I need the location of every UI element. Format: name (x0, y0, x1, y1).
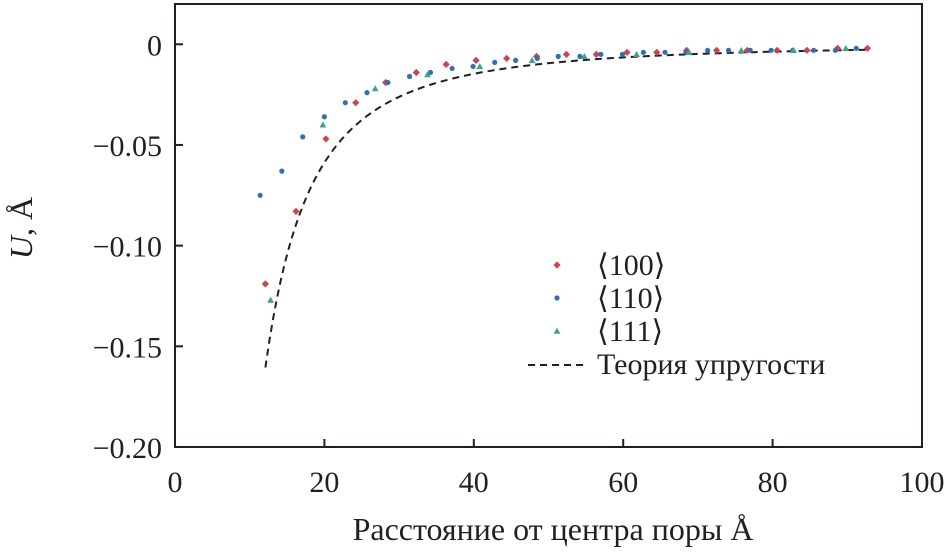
point-series-0 (653, 48, 661, 56)
point-series-1 (832, 47, 838, 53)
point-series-0 (442, 60, 450, 69)
point-series-1 (470, 63, 476, 70)
point-series-2 (842, 44, 850, 52)
point-series-1 (747, 47, 753, 53)
point-series-1 (662, 49, 668, 55)
point-series-1 (279, 168, 285, 174)
point-series-1 (449, 65, 455, 72)
plot-axes (174, 3, 923, 448)
x-tick-label: 20 (309, 466, 339, 499)
point-series-0 (803, 46, 811, 54)
y-tick-label: −0.10 (93, 231, 162, 264)
data-marks (257, 44, 872, 368)
point-series-0 (292, 207, 300, 216)
point-series-1 (492, 59, 498, 65)
point-series-1 (853, 45, 859, 51)
x-tick-label: 0 (168, 466, 183, 499)
point-series-0 (503, 54, 511, 62)
x-tick-label: 80 (758, 466, 788, 499)
point-series-1 (811, 47, 817, 53)
legend-label: ⟨111⟩ (597, 315, 663, 348)
point-series-1 (577, 53, 583, 59)
x-tick-label: 60 (608, 466, 638, 499)
point-series-1 (342, 100, 348, 106)
point-series-1 (768, 47, 774, 53)
axis-titles: Расстояние от центра поры Å U, Å (3, 197, 753, 547)
point-series-2 (476, 63, 484, 70)
point-series-0 (562, 50, 571, 58)
point-series-1 (300, 134, 306, 140)
point-series-0 (712, 46, 721, 54)
point-series-1 (598, 51, 604, 57)
point-series-0 (261, 280, 269, 288)
axis-ticks: 0 20 40 60 80 100 0 −0.05 −0.10 −0.15 −0.20 (93, 29, 945, 499)
point-series-0 (412, 68, 420, 77)
point-series-2 (424, 71, 431, 78)
point-series-0 (773, 46, 781, 54)
point-series-0 (592, 50, 600, 58)
y-tick-label: −0.15 (93, 331, 162, 364)
point-series-0 (472, 56, 480, 64)
y-tick-label: −0.05 (93, 130, 162, 163)
y-tick-label: 0 (147, 29, 162, 62)
x-tick-label: 40 (459, 466, 489, 499)
point-series-1 (725, 47, 732, 53)
point-series-1 (427, 69, 434, 76)
point-series-1 (385, 79, 391, 86)
point-series-0 (833, 44, 842, 52)
point-series-1 (640, 49, 646, 55)
point-series-1 (534, 55, 540, 61)
point-series-1 (705, 47, 711, 53)
point-series-1 (555, 53, 561, 59)
point-series-1 (364, 90, 370, 96)
point-series-1 (619, 51, 626, 57)
x-axis-title: Расстояние от центра поры Å (353, 511, 754, 547)
y-axis-title-unit: , Å (3, 197, 39, 236)
y-tick-label: −0.20 (93, 432, 162, 465)
point-series-0 (352, 99, 360, 107)
point-series-0 (623, 48, 631, 56)
point-series-1 (406, 73, 413, 80)
point-series-2 (267, 296, 275, 303)
plot-frame (174, 3, 923, 448)
point-series-2 (371, 85, 379, 92)
point-series-2 (319, 121, 327, 128)
point-series-1 (321, 114, 327, 120)
legend-label: ⟨100⟩ (597, 249, 665, 282)
y-axis-title-symbol: U (3, 234, 39, 259)
legend-label: ⟨110⟩ (597, 282, 664, 315)
point-series-0 (863, 44, 872, 52)
point-series-1 (257, 192, 263, 198)
y-axis-title: U, Å (3, 197, 39, 259)
point-series-2 (685, 48, 693, 56)
legend-marker-0 (553, 261, 561, 269)
point-series-2 (737, 46, 745, 54)
point-series-2 (580, 52, 588, 60)
legend-marker-1 (554, 295, 560, 301)
theory-curve (264, 48, 870, 368)
legend: ⟨100⟩⟨110⟩⟨111⟩Теория упругости (528, 249, 825, 381)
x-tick-label: 100 (900, 466, 945, 499)
point-series-2 (790, 46, 797, 54)
legend-marker-2 (553, 327, 561, 334)
point-series-0 (322, 135, 330, 143)
point-series-1 (513, 57, 519, 63)
point-series-2 (633, 50, 641, 58)
legend-label: Теория упругости (597, 348, 825, 381)
point-series-2 (528, 56, 536, 64)
